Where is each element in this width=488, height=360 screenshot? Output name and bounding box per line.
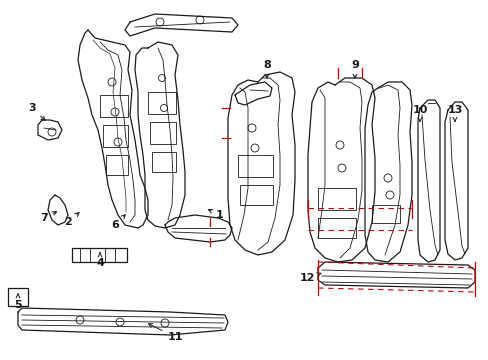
Bar [240,185,272,205]
Text: 7: 7 [40,212,57,223]
Bar [238,155,272,177]
Bar [100,95,128,117]
Bar [150,122,176,144]
Bar [317,188,355,210]
Text: 1: 1 [208,210,224,220]
Text: 6: 6 [111,215,125,230]
Bar [148,92,176,114]
Text: 2: 2 [64,212,79,227]
Text: 5: 5 [14,294,22,310]
Bar [106,155,128,175]
Text: 4: 4 [96,252,104,268]
Bar [152,152,176,172]
Bar [103,125,128,147]
Text: 10: 10 [411,105,427,121]
Text: 8: 8 [263,60,270,78]
Bar [72,248,127,262]
Text: 12: 12 [299,273,320,283]
Bar [8,288,28,306]
Text: 13: 13 [447,105,462,121]
Text: 3: 3 [28,103,45,120]
Text: 11: 11 [148,324,183,342]
Text: 9: 9 [350,60,358,78]
Bar [371,205,399,223]
Bar [317,218,355,238]
